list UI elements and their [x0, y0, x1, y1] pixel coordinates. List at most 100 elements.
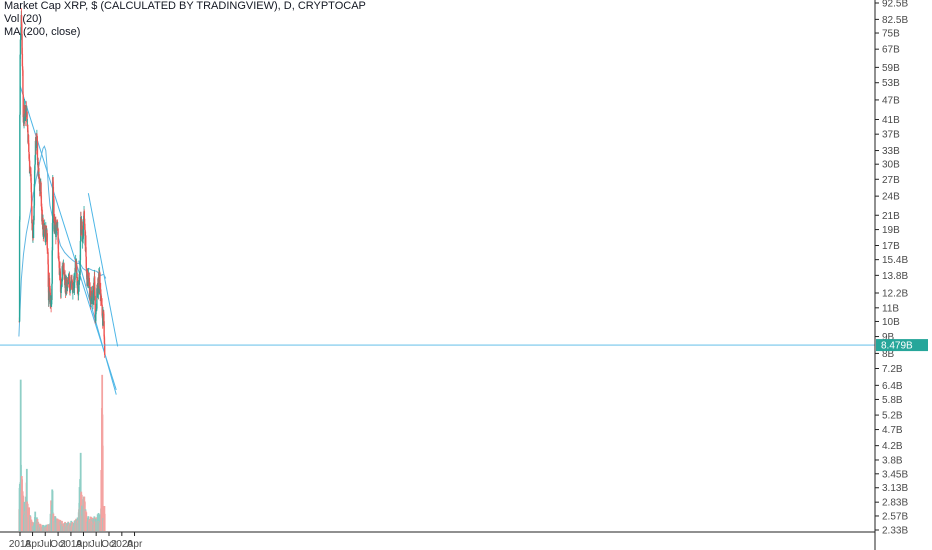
candle-body	[21, 24, 23, 35]
candle-body	[36, 140, 39, 161]
candle-body	[95, 309, 98, 312]
candle-body	[94, 295, 96, 318]
y-tick-label: 5.8B	[882, 395, 903, 406]
candle-body	[24, 116, 27, 122]
candle-body	[53, 199, 55, 216]
candle-body	[59, 277, 62, 292]
x-tick-label: Jul	[39, 539, 52, 550]
y-tick-label: 2.33B	[882, 526, 908, 537]
x-tick-label: Apr	[25, 539, 41, 550]
candle-body	[22, 94, 24, 118]
candle-body	[18, 219, 21, 322]
volume-bar	[19, 379, 22, 531]
y-tick-label: 5.2B	[882, 411, 903, 422]
candle-body	[50, 295, 53, 307]
y-tick-label: 2.83B	[882, 498, 908, 509]
candle-body	[57, 228, 59, 242]
legend: Market Cap XRP, $ (CALCULATED BY TRADING…	[4, 0, 366, 39]
trendline-lower-channel	[78, 260, 117, 395]
y-tick-label: 4.2B	[882, 441, 903, 452]
candle-body	[77, 282, 80, 296]
x-tick-label: Oct	[101, 539, 117, 550]
candle-body	[26, 124, 29, 131]
volume-bar	[103, 513, 106, 531]
candle-body	[26, 111, 28, 126]
candle-body	[21, 66, 24, 71]
candle-body	[73, 276, 76, 288]
y-tick-label: 59B	[882, 63, 900, 74]
y-tick-label: 3.45B	[882, 469, 908, 480]
candle-body	[103, 321, 105, 337]
candle-body	[19, 54, 21, 115]
candle-body	[83, 218, 86, 225]
y-tick-label: 3.13B	[882, 483, 908, 494]
y-tick-label: 75B	[882, 29, 900, 40]
y-tick-label: 82.5B	[882, 15, 908, 26]
candle-body	[83, 211, 86, 219]
candle-body	[32, 219, 35, 239]
candle-body	[51, 250, 53, 284]
volume-indicator-label[interactable]: Vol (20)	[4, 13, 42, 25]
y-tick-label: 8B	[882, 349, 895, 360]
y-tick-label: 4.7B	[882, 425, 903, 436]
y-tick-label: 24B	[882, 192, 900, 203]
y-tick-label: 19B	[882, 225, 900, 236]
candle-body	[82, 221, 85, 236]
chart-title[interactable]: Market Cap XRP, $ (CALCULATED BY TRADING…	[4, 0, 366, 12]
candle-body	[21, 34, 23, 54]
y-tick-label: 92.5B	[882, 0, 908, 10]
candle-body	[101, 304, 103, 316]
candle-body	[72, 286, 75, 290]
y-tick-label: 10B	[882, 317, 900, 328]
candle-body	[20, 14, 23, 25]
y-tick-label: 7.2B	[882, 364, 903, 375]
candle-body	[83, 215, 85, 222]
candle-body	[69, 289, 72, 291]
y-tick-label: 3.8B	[882, 455, 903, 466]
ma-indicator-label[interactable]: MA (200, close)	[4, 26, 81, 38]
candle-body	[68, 276, 71, 289]
candle-body	[89, 287, 91, 291]
last-price-label-bg	[876, 339, 928, 352]
candle-body	[84, 224, 86, 230]
candle-body	[34, 164, 36, 171]
trendline-long-term-descending	[19, 85, 117, 391]
candle-body	[33, 170, 36, 184]
x-tick-label: Apr	[76, 539, 92, 550]
y-tick-label: 37B	[882, 130, 900, 141]
candle-body	[99, 272, 101, 289]
x-tick-label: 2019	[60, 539, 83, 550]
y-tick-label: 2.57B	[882, 511, 908, 522]
candle-body	[100, 295, 103, 304]
trendline-upper-channel	[87, 193, 119, 347]
candle-body	[61, 266, 63, 282]
candle-body	[57, 241, 60, 259]
candle-body	[85, 268, 88, 273]
candle-body	[55, 227, 57, 238]
y-tick-label: 33B	[882, 146, 900, 157]
volume-layer	[18, 374, 106, 531]
candle-body	[88, 277, 91, 287]
y-tick-label: 11B	[882, 303, 899, 314]
candle-body	[96, 287, 99, 298]
price-axis[interactable]: 92.5B 82.5B 75B 67B 59B 53B 47B 41B 37B 33B 30B 27B…	[875, 0, 908, 537]
y-tick-label: 27B	[882, 175, 900, 186]
y-tick-label: 17B	[882, 241, 900, 252]
candle-body	[85, 256, 87, 269]
candle-body	[40, 195, 43, 207]
candle-body	[21, 53, 24, 67]
candle-body	[51, 283, 53, 300]
candle-body	[51, 222, 54, 251]
candle-body	[79, 260, 81, 275]
candle-body	[19, 114, 21, 220]
y-tick-label: 67B	[882, 45, 900, 56]
last-price-label-text: 8.479B	[881, 341, 913, 352]
volume-bar	[25, 468, 28, 531]
x-tick-label: Apr	[127, 539, 143, 550]
candles-layer	[18, 8, 106, 358]
candle-body	[67, 279, 70, 285]
candle-body	[25, 107, 27, 110]
candle-body	[34, 140, 37, 156]
